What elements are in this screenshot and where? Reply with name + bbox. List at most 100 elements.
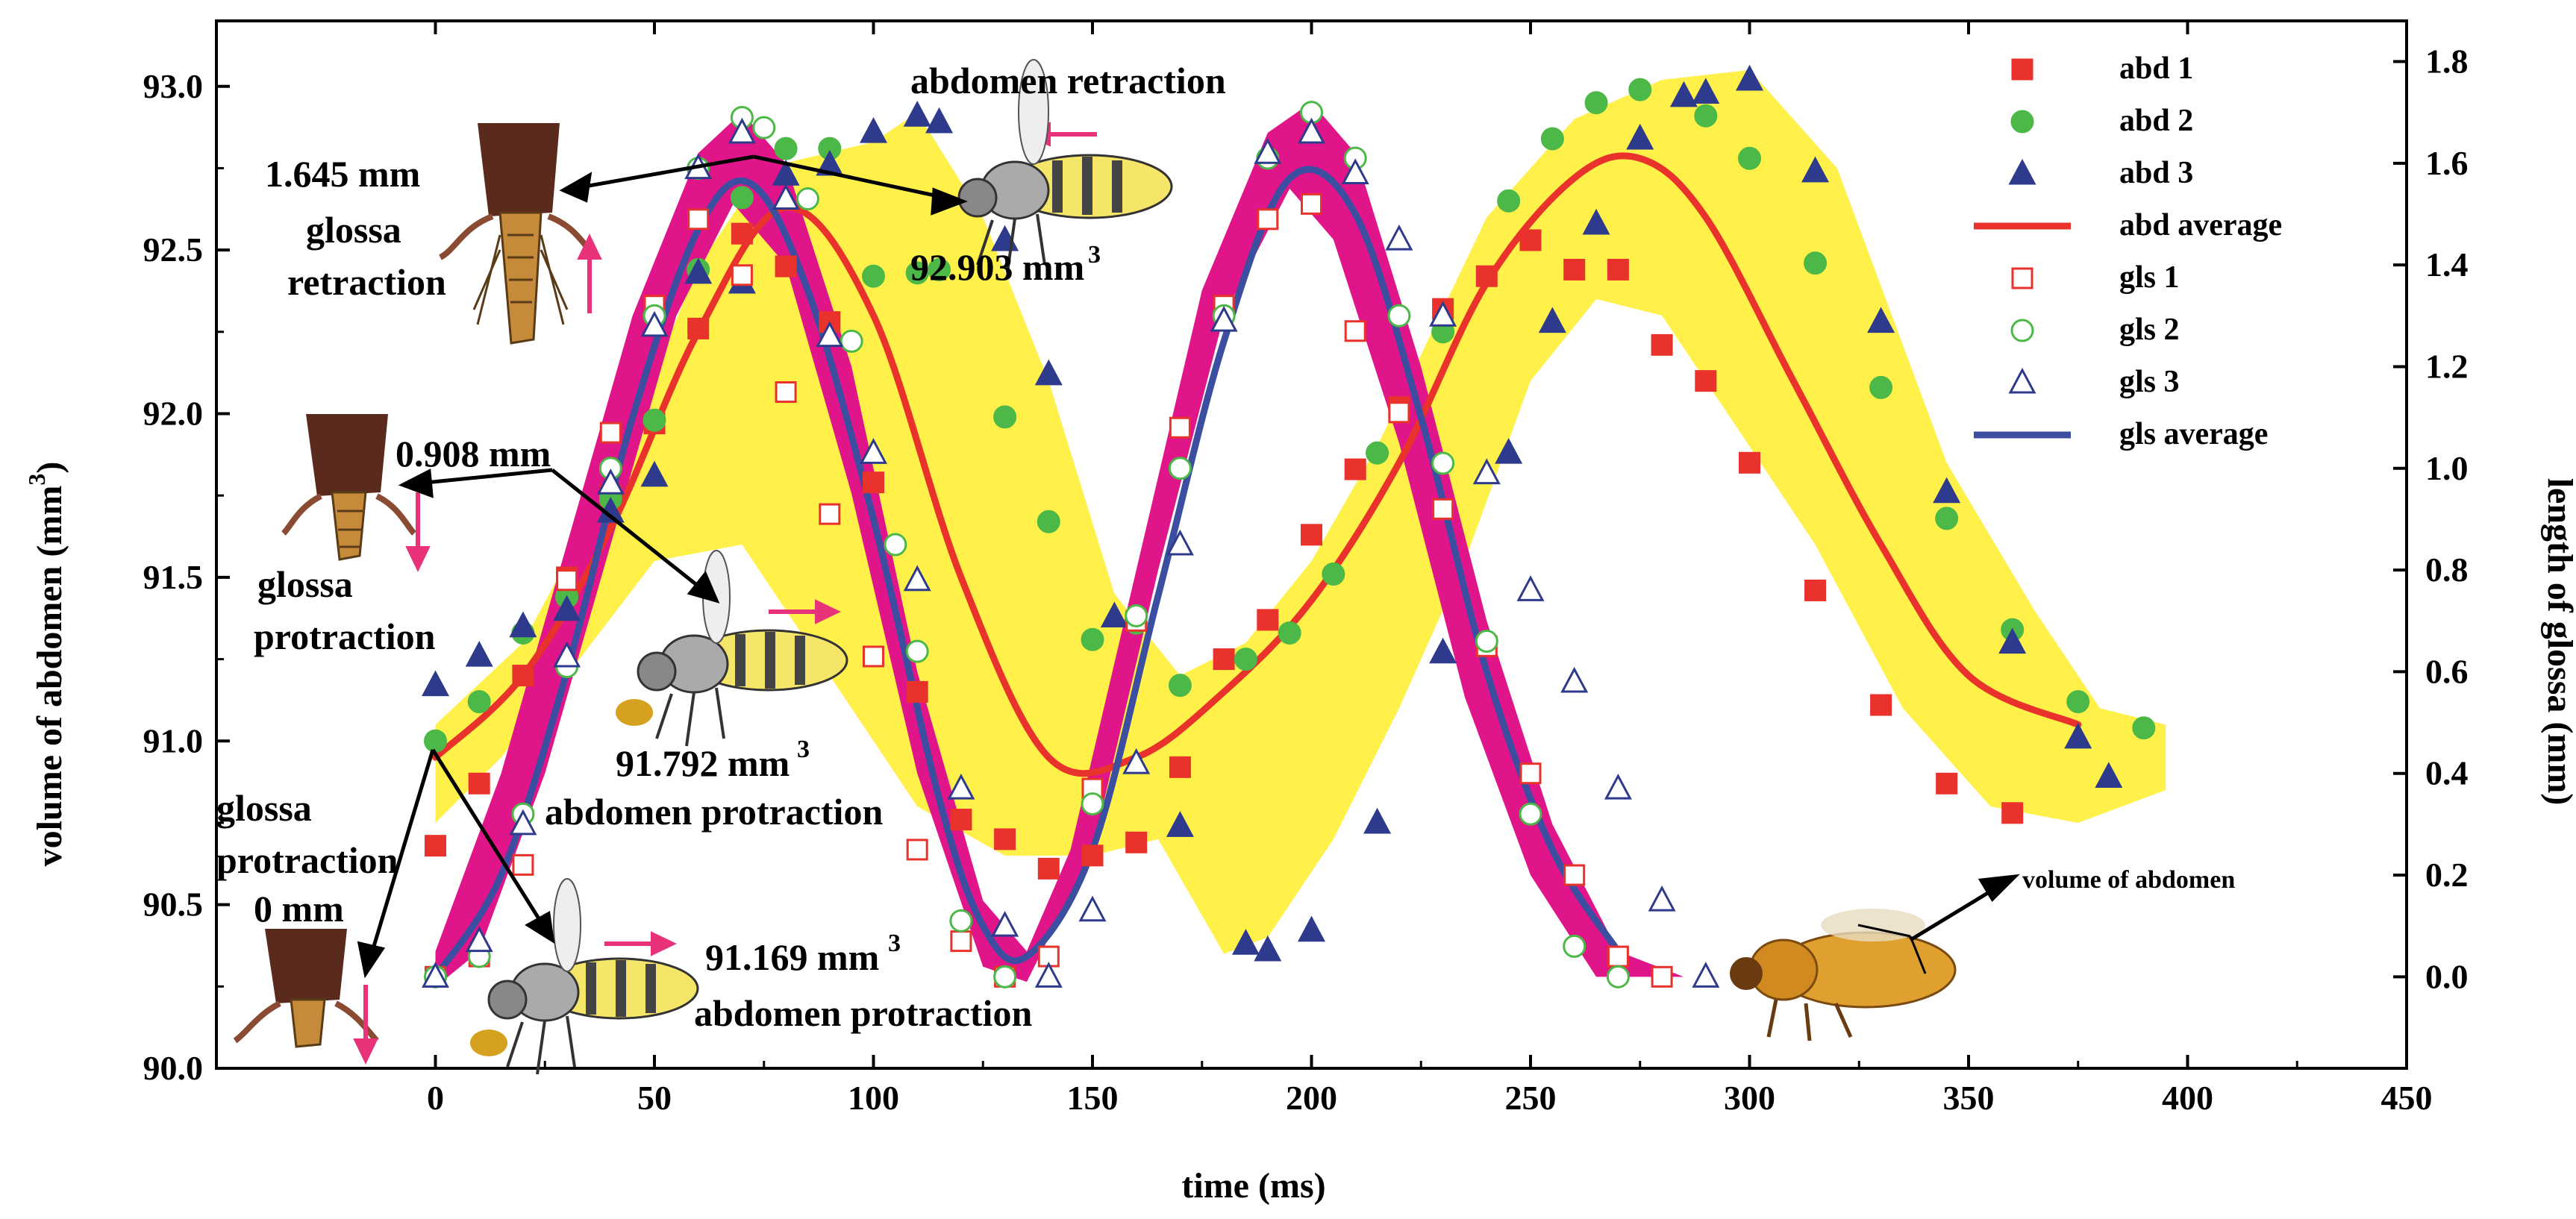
- point-abd-3: [1669, 81, 1698, 107]
- point-abd-2: [1037, 510, 1060, 533]
- x-tick-label: 50: [637, 1079, 672, 1117]
- point-abd-2: [928, 257, 951, 281]
- y-tick-label: 91.0: [143, 721, 204, 759]
- point-gls-3: [1298, 117, 1325, 144]
- point-abd-1: [2001, 802, 2024, 824]
- x-tick-label: 150: [1067, 1079, 1119, 1117]
- point-gls-1: [863, 645, 884, 668]
- annotations: abdomen retraction 1.645 mm glossa retra…: [216, 60, 2235, 1034]
- point-abd-3: [2064, 722, 2092, 749]
- point-abd-3: [1582, 208, 1610, 235]
- glossa-protracted-illustration: [281, 414, 416, 561]
- point-gls-3: [1604, 773, 1632, 800]
- data-markers: [422, 64, 2156, 988]
- point-abd-3: [1254, 935, 1282, 962]
- point-gls-3: [1078, 895, 1107, 922]
- annotation-92903: 92.903 mm: [910, 246, 1084, 288]
- point-abd-1: [731, 222, 753, 245]
- point-gls-1: [731, 264, 753, 286]
- point-gls-3: [991, 910, 1019, 937]
- point-abd-3: [1626, 123, 1654, 150]
- point-abd-2: [1278, 621, 1301, 645]
- point-abd-1: [1344, 458, 1366, 480]
- legend-label: gls 3: [2119, 365, 2180, 399]
- point-gls-1: [1607, 945, 1629, 968]
- point-gls-3: [596, 469, 625, 495]
- annotation-1645mm: 1.645 mm: [265, 153, 420, 195]
- honeybee-photo-illustration: [1730, 909, 1957, 1041]
- point-abd-3: [640, 460, 669, 487]
- point-abd-3: [1034, 359, 1063, 386]
- point-abd-2: [905, 261, 929, 285]
- point-abd-3: [1736, 64, 1763, 91]
- point-abd-2: [2066, 690, 2090, 714]
- legend-label: abd 2: [2119, 104, 2193, 138]
- y-tick-label: 90.0: [143, 1049, 204, 1087]
- y2-tick-label: 0.2: [2425, 856, 2469, 894]
- y-tick-label: 92.0: [143, 395, 204, 433]
- point-abd-3: [1692, 78, 1720, 104]
- point-abd-3: [1801, 156, 1830, 183]
- point-gls-2: [1606, 965, 1630, 988]
- point-abd-3: [1429, 637, 1457, 664]
- x-axis-label: time (ms): [1181, 1166, 1325, 1206]
- point-gls-1: [687, 208, 710, 231]
- x-tick-label: 250: [1505, 1079, 1557, 1117]
- point-abd-1: [1125, 831, 1148, 853]
- point-abd-2: [467, 690, 491, 714]
- point-abd-2: [730, 186, 754, 210]
- point-gls-2: [795, 187, 819, 211]
- point-gls-1: [1563, 864, 1586, 886]
- x-tick-label: 450: [2381, 1079, 2433, 1117]
- point-gls-3: [465, 926, 493, 953]
- legend-label: abd average: [2119, 208, 2282, 242]
- point-abd-1: [1169, 756, 1191, 778]
- magenta-band: [435, 102, 1684, 987]
- legend-marker-gls-3: [2008, 367, 2036, 394]
- legend-label: abd 1: [2119, 51, 2193, 86]
- y2-tick-label: 0.4: [2425, 754, 2469, 792]
- point-abd-3: [1998, 627, 2027, 654]
- point-abd-1: [512, 665, 534, 686]
- annotation-glossa-2: glossa: [257, 563, 353, 605]
- y-axis-label-left: volume of abdomen (mm3): [23, 462, 69, 867]
- point-abd-3: [1495, 437, 1523, 464]
- point-gls-1: [1651, 965, 1673, 988]
- series-line-gls-average: [432, 166, 1622, 980]
- y-tick-label: 93.0: [143, 67, 204, 105]
- point-gls-3: [860, 438, 887, 464]
- annotation-retraction: retraction: [287, 261, 446, 303]
- point-gls-1: [1301, 192, 1322, 215]
- yellow-band: [435, 69, 2166, 954]
- annotation-abdomen-protraction-2: abdomen protraction: [694, 992, 1032, 1034]
- axes: 0 50 100 150 200 250 300 350 400 450 90.0 90.5 91.0 9…: [143, 19, 2469, 1117]
- point-abd-1: [1519, 229, 1542, 251]
- y2-tick-label: 0.8: [2425, 551, 2469, 589]
- point-gls-2: [840, 329, 863, 353]
- point-gls-3: [1166, 529, 1194, 556]
- legend-marker-abd-2: [2010, 110, 2034, 134]
- point-abd-3: [1933, 477, 1961, 504]
- point-abd-2: [1584, 91, 1608, 115]
- point-abd-3: [553, 595, 581, 621]
- point-abd-1: [1563, 258, 1586, 281]
- point-abd-2: [1628, 78, 1652, 101]
- point-gls-3: [1648, 885, 1676, 912]
- annotation-volume-of-abdomen: volume of abdomen: [2022, 866, 2235, 894]
- legend: abd 1 abd 2 abd 3 abd average gls 1 gls 2 gls …: [1974, 51, 2282, 451]
- point-gls-3: [1472, 458, 1501, 485]
- point-abd-2: [1168, 674, 1192, 698]
- point-abd-3: [422, 670, 449, 697]
- y-tick-label: 90.5: [143, 886, 204, 924]
- point-gls-3: [640, 310, 669, 337]
- point-abd-1: [1607, 258, 1629, 281]
- point-abd-2: [1497, 189, 1521, 213]
- point-gls-3: [1122, 748, 1151, 774]
- point-gls-3: [1341, 158, 1369, 184]
- point-abd-3: [1100, 601, 1128, 628]
- point-abd-2: [1366, 441, 1389, 465]
- point-abd-1: [1651, 333, 1673, 356]
- point-abd-1: [1695, 370, 1717, 392]
- point-gls-3: [1560, 666, 1589, 693]
- point-abd-1: [468, 772, 490, 795]
